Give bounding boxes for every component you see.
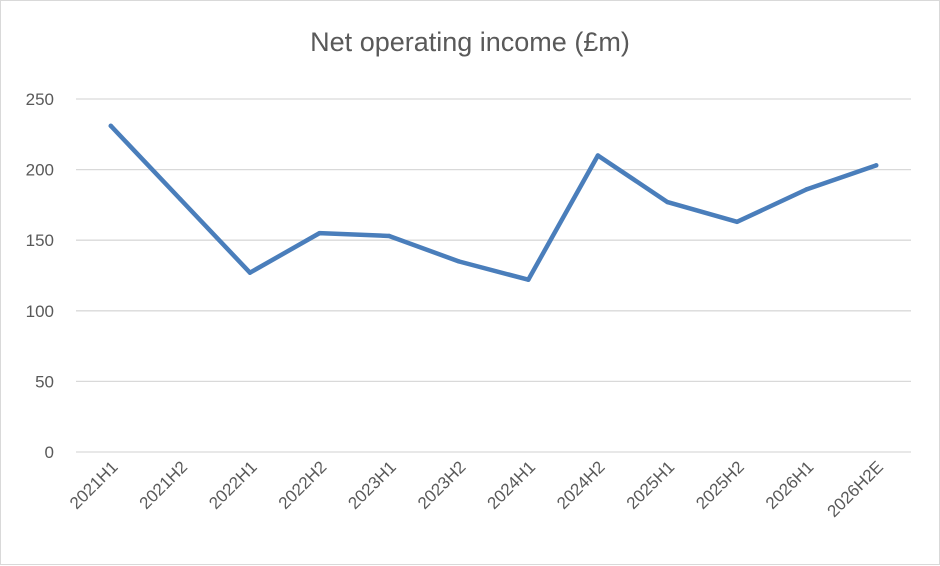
data-point xyxy=(317,230,322,236)
data-point xyxy=(734,219,740,225)
x-tick-label: 2022H2 xyxy=(275,457,331,513)
y-axis-ticks: 0 50 100 150 200 250 xyxy=(26,90,54,462)
data-point xyxy=(526,277,531,282)
data-point xyxy=(247,270,253,275)
y-tick-label: 100 xyxy=(26,302,54,321)
x-tick-label: 2023H2 xyxy=(414,457,470,513)
series-group xyxy=(108,123,879,282)
x-tick-label: 2026H1 xyxy=(762,457,818,513)
data-point xyxy=(874,163,879,168)
data-point xyxy=(595,153,601,158)
data-point xyxy=(456,259,461,264)
x-tick-label: 2023H1 xyxy=(344,457,400,513)
y-tick-label: 200 xyxy=(26,161,54,180)
x-tick-label: 2026H2E xyxy=(823,457,887,521)
series-line xyxy=(108,123,879,282)
data-point xyxy=(178,197,183,202)
x-tick-label: 2021H2 xyxy=(136,457,192,513)
y-tick-label: 250 xyxy=(26,90,54,109)
x-tick-label: 2025H1 xyxy=(623,457,679,513)
data-point xyxy=(804,187,809,192)
y-tick-label: 0 xyxy=(45,443,54,462)
data-point xyxy=(665,199,670,205)
chart-title: Net operating income (£m) xyxy=(310,27,630,57)
y-tick-label: 150 xyxy=(26,231,54,250)
x-tick-label: 2024H1 xyxy=(484,457,540,513)
x-axis-ticks: 2021H1 2021H2 2022H1 2022H2 2023H1 2023H2 2024… xyxy=(66,457,887,521)
y-tick-label: 50 xyxy=(35,372,54,391)
x-tick-label: 2024H2 xyxy=(553,457,609,513)
gridlines xyxy=(76,98,911,453)
data-point xyxy=(108,123,113,129)
x-tick-label: 2025H2 xyxy=(692,457,748,513)
x-tick-label: 2022H1 xyxy=(205,457,261,513)
data-point xyxy=(386,233,392,239)
x-tick-label: 2021H1 xyxy=(66,457,122,513)
